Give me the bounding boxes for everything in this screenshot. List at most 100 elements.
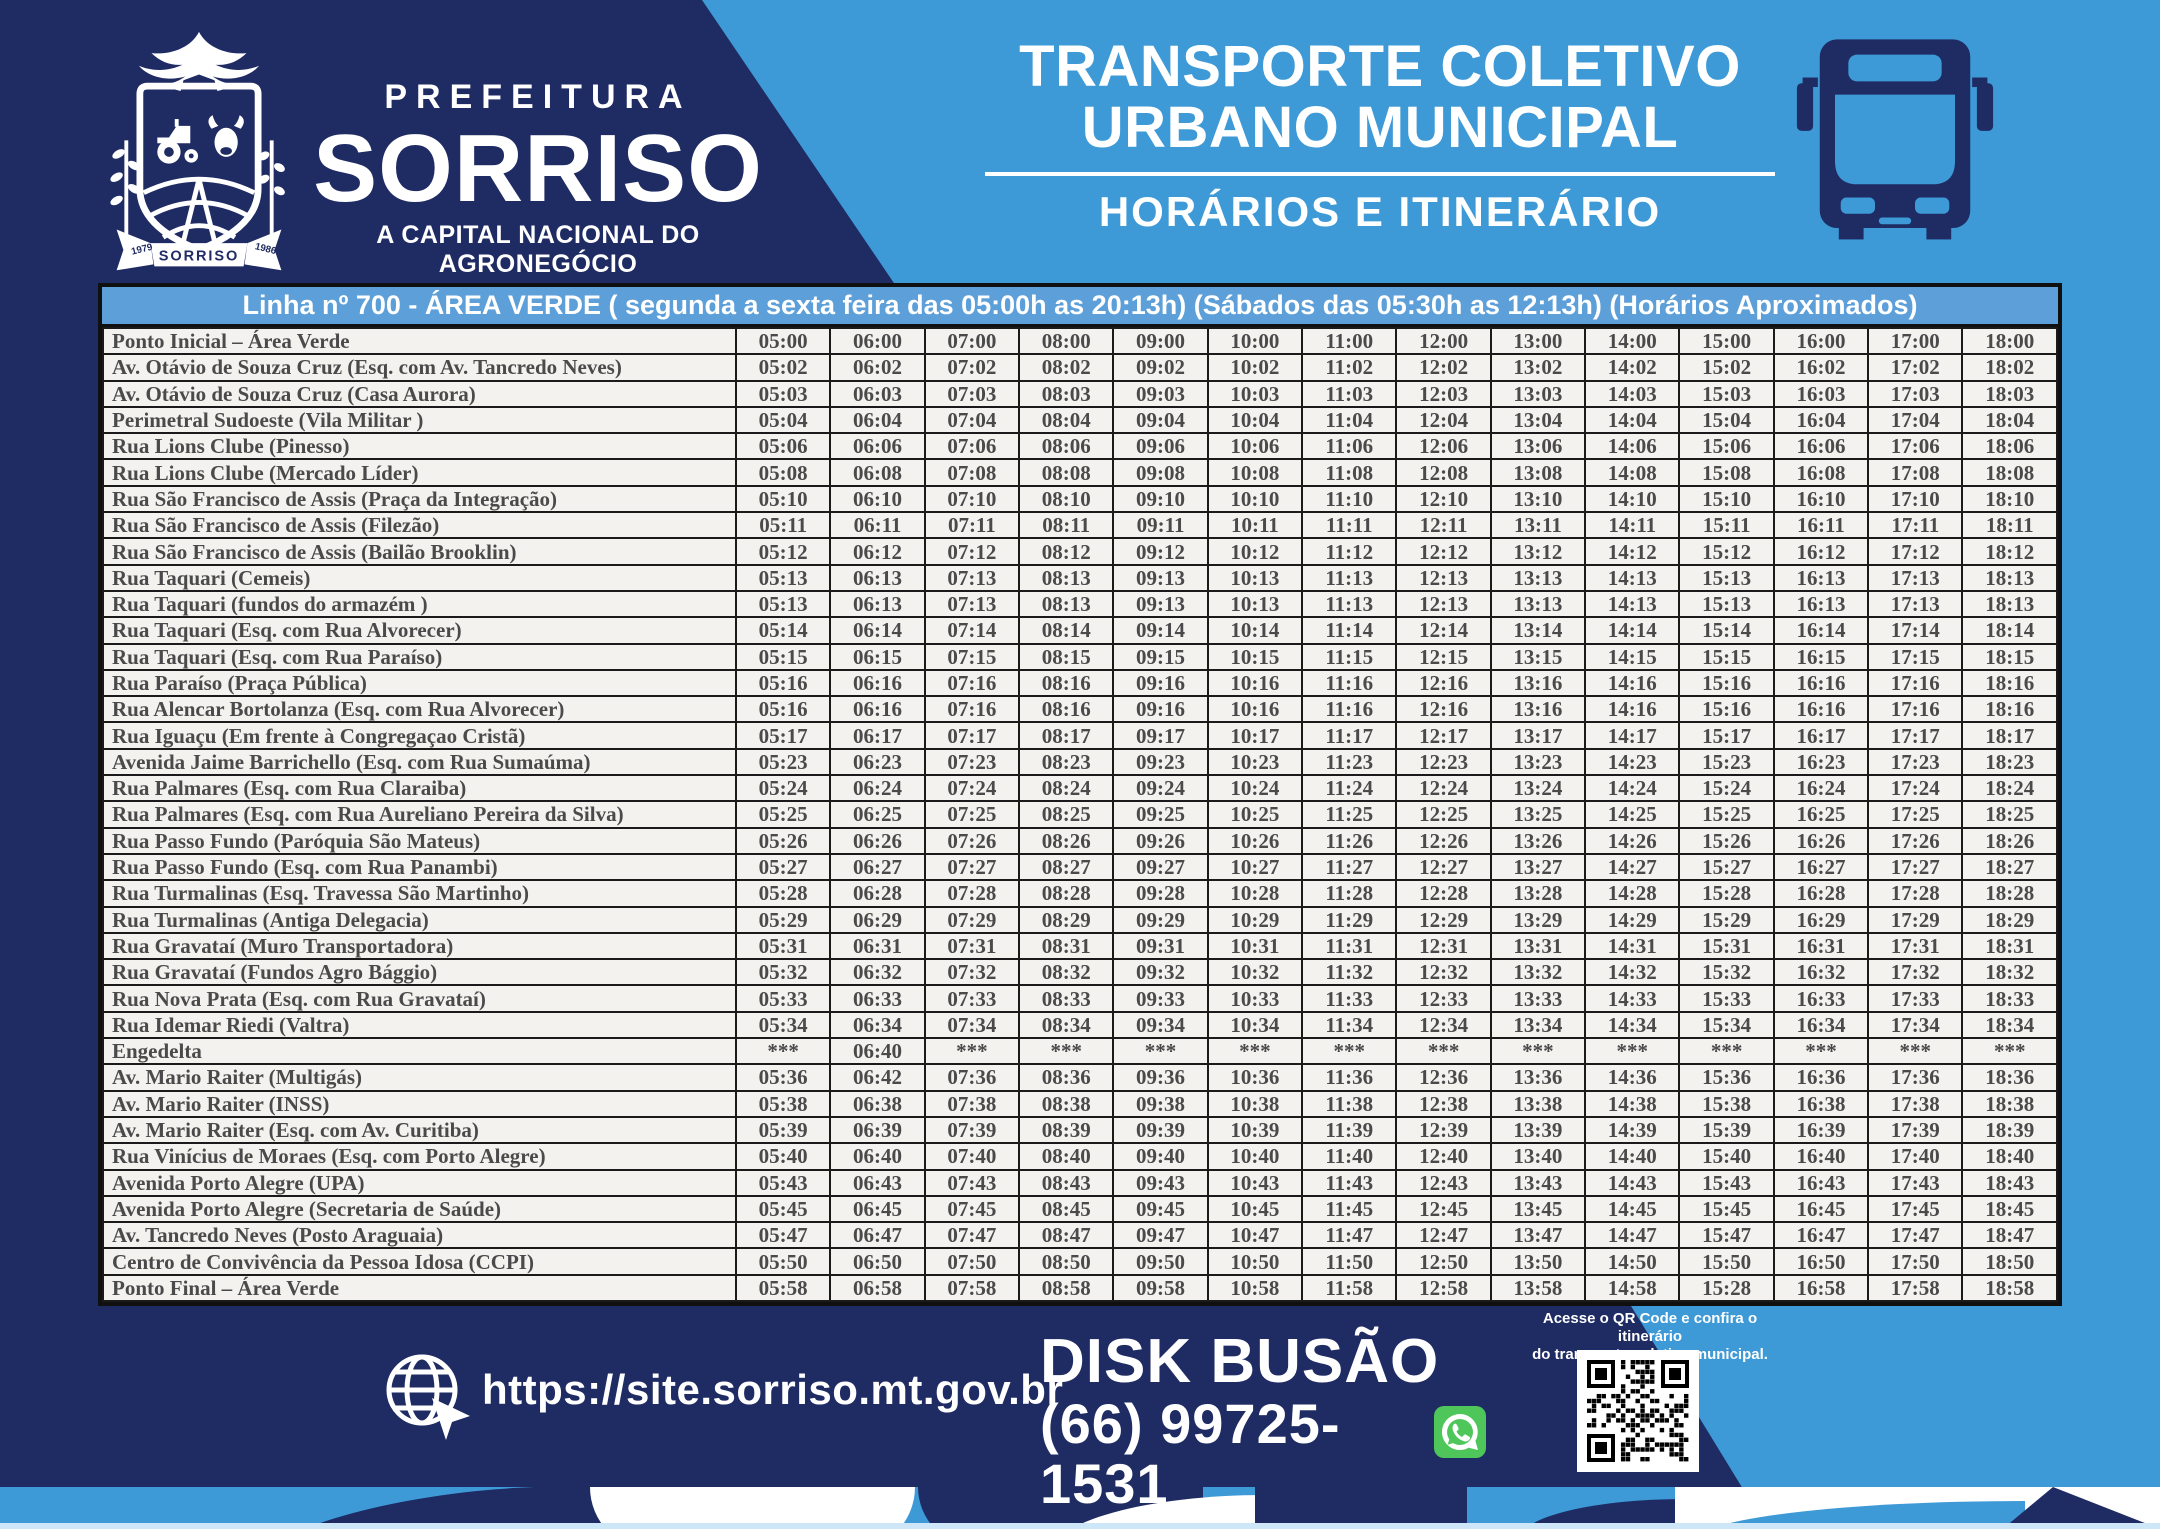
time-cell: 18:23 — [1961, 747, 2058, 777]
time-cell: 13:03 — [1489, 379, 1587, 408]
time-cell: 10:39 — [1206, 1115, 1304, 1145]
time-cell: 16:16 — [1772, 668, 1870, 698]
bottom-decorative-band — [0, 1487, 2160, 1523]
time-cell: 09:15 — [1112, 642, 1209, 671]
time-cell: 07:33 — [923, 984, 1021, 1013]
time-cell: 12:17 — [1395, 721, 1492, 750]
time-cell: 12:39 — [1395, 1115, 1492, 1145]
time-cell: 17:23 — [1867, 747, 1964, 777]
white-block-shape — [1675, 1487, 2160, 1523]
time-cell: 09:29 — [1112, 905, 1209, 934]
eagle-icon — [138, 31, 260, 91]
time-cell: 12:40 — [1395, 1142, 1492, 1171]
table-row: Av. Otávio de Souza Cruz (Esq. com Av. T… — [102, 353, 2058, 382]
time-cell: 15:38 — [1678, 1089, 1775, 1118]
time-cell: 18:40 — [1961, 1142, 2058, 1171]
time-cell: 11:40 — [1301, 1142, 1398, 1171]
time-cell: 13:23 — [1489, 747, 1587, 777]
time-cell: *** — [734, 1037, 832, 1066]
time-cell: 09:23 — [1112, 747, 1209, 777]
time-cell: 07:10 — [923, 484, 1021, 514]
qr-code[interactable] — [1577, 1350, 1699, 1472]
time-cell: 05:38 — [734, 1089, 832, 1118]
time-cell: 10:26 — [1206, 826, 1304, 855]
time-cell: 08:34 — [1018, 1010, 1115, 1040]
stop-name-cell: Rua Turmalinas (Esq. Travessa São Martin… — [102, 879, 737, 908]
table-row: Rua Paraíso (Praça Pública) 05:16 06:16 07:… — [102, 668, 2058, 698]
time-cell: 09:10 — [1112, 484, 1209, 514]
time-cell: 18:03 — [1961, 379, 2058, 408]
time-cell: 16:28 — [1772, 879, 1870, 908]
time-cell: 06:50 — [829, 1247, 926, 1276]
time-cell: 05:34 — [734, 1010, 832, 1040]
whatsapp-icon[interactable] — [1434, 1406, 1486, 1458]
time-cell: 17:40 — [1867, 1142, 1964, 1171]
wheat-left-icon — [110, 140, 141, 253]
time-cell: 15:43 — [1678, 1168, 1775, 1197]
time-cell: 05:03 — [734, 379, 832, 408]
time-cell: 08:13 — [1018, 589, 1115, 619]
time-cell: 07:27 — [923, 852, 1021, 882]
time-cell: 05:50 — [734, 1247, 832, 1276]
time-cell: 17:58 — [1867, 1273, 1964, 1302]
time-cell: 15:00 — [1678, 326, 1775, 356]
time-cell: 08:43 — [1018, 1168, 1115, 1197]
time-cell: 06:06 — [829, 432, 926, 461]
table-row: Ponto Final – Área Verde 05:58 06:58 07:58 0… — [102, 1273, 2058, 1302]
time-cell: 12:36 — [1395, 1063, 1492, 1092]
time-cell: 11:36 — [1301, 1063, 1398, 1092]
time-cell: 10:40 — [1206, 1142, 1304, 1171]
time-cell: 07:04 — [923, 405, 1021, 435]
time-cell: 08:15 — [1018, 642, 1115, 671]
time-cell: 15:03 — [1678, 379, 1775, 408]
time-cell: 10:36 — [1206, 1063, 1304, 1092]
time-cell: 10:16 — [1206, 668, 1304, 698]
website-link[interactable]: https://site.sorriso.mt.gov.br — [482, 1366, 1064, 1413]
time-cell: 12:14 — [1395, 616, 1492, 645]
time-cell: 09:13 — [1112, 563, 1209, 592]
time-cell: 12:13 — [1395, 589, 1492, 619]
time-cell: 18:04 — [1961, 405, 2058, 435]
time-cell: 10:23 — [1206, 747, 1304, 777]
time-cell: 05:08 — [734, 458, 832, 487]
time-cell: 08:25 — [1018, 800, 1115, 829]
time-cell: 15:04 — [1678, 405, 1775, 435]
time-cell: 07:13 — [923, 563, 1021, 592]
time-cell: 17:47 — [1867, 1221, 1964, 1250]
time-cell: 10:16 — [1206, 695, 1304, 724]
time-cell: 12:06 — [1395, 432, 1492, 461]
time-cell: 14:31 — [1584, 931, 1681, 961]
time-cell: 16:06 — [1772, 432, 1870, 461]
time-cell: 16:50 — [1772, 1247, 1870, 1276]
time-cell: 14:28 — [1584, 879, 1681, 908]
time-cell: 13:58 — [1489, 1273, 1587, 1302]
stop-name-cell: Rua Paraíso (Praça Pública) — [102, 668, 737, 698]
time-cell: 10:25 — [1206, 800, 1304, 829]
time-cell: 18:47 — [1961, 1221, 2058, 1250]
time-cell: 16:11 — [1772, 511, 1870, 540]
poster-title-line2: URBANO MUNICIPAL — [1081, 95, 1679, 160]
time-cell: 12:08 — [1395, 458, 1492, 487]
stop-name-cell: Ponto Inicial – Área Verde — [102, 326, 737, 356]
time-cell: 18:13 — [1961, 589, 2058, 619]
prefeitura-label: PREFEITURA — [384, 78, 692, 116]
stop-name-cell: Rua Taquari (fundos do armazém ) — [102, 589, 737, 619]
time-cell: 07:14 — [923, 616, 1021, 645]
time-cell: 17:28 — [1867, 879, 1964, 908]
time-cell: 07:00 — [923, 326, 1021, 356]
plant-right-icon — [258, 140, 285, 253]
stop-name-cell: Avenida Porto Alegre (Secretaria de Saúd… — [102, 1194, 737, 1224]
title-divider — [985, 172, 1775, 176]
time-cell: 05:40 — [734, 1142, 832, 1171]
time-cell: 11:28 — [1301, 879, 1398, 908]
time-cell: 13:00 — [1489, 326, 1587, 356]
time-cell: 17:08 — [1867, 458, 1964, 487]
time-cell: *** — [1112, 1037, 1209, 1066]
time-cell: 12:25 — [1395, 800, 1492, 829]
time-cell: 17:31 — [1867, 931, 1964, 961]
time-cell: 13:38 — [1489, 1089, 1587, 1118]
time-cell: 09:00 — [1112, 326, 1209, 356]
time-cell: 06:10 — [829, 484, 926, 514]
time-cell: 14:26 — [1584, 826, 1681, 855]
stop-name-cell: Rua Gravataí (Fundos Agro Bággio) — [102, 958, 737, 987]
